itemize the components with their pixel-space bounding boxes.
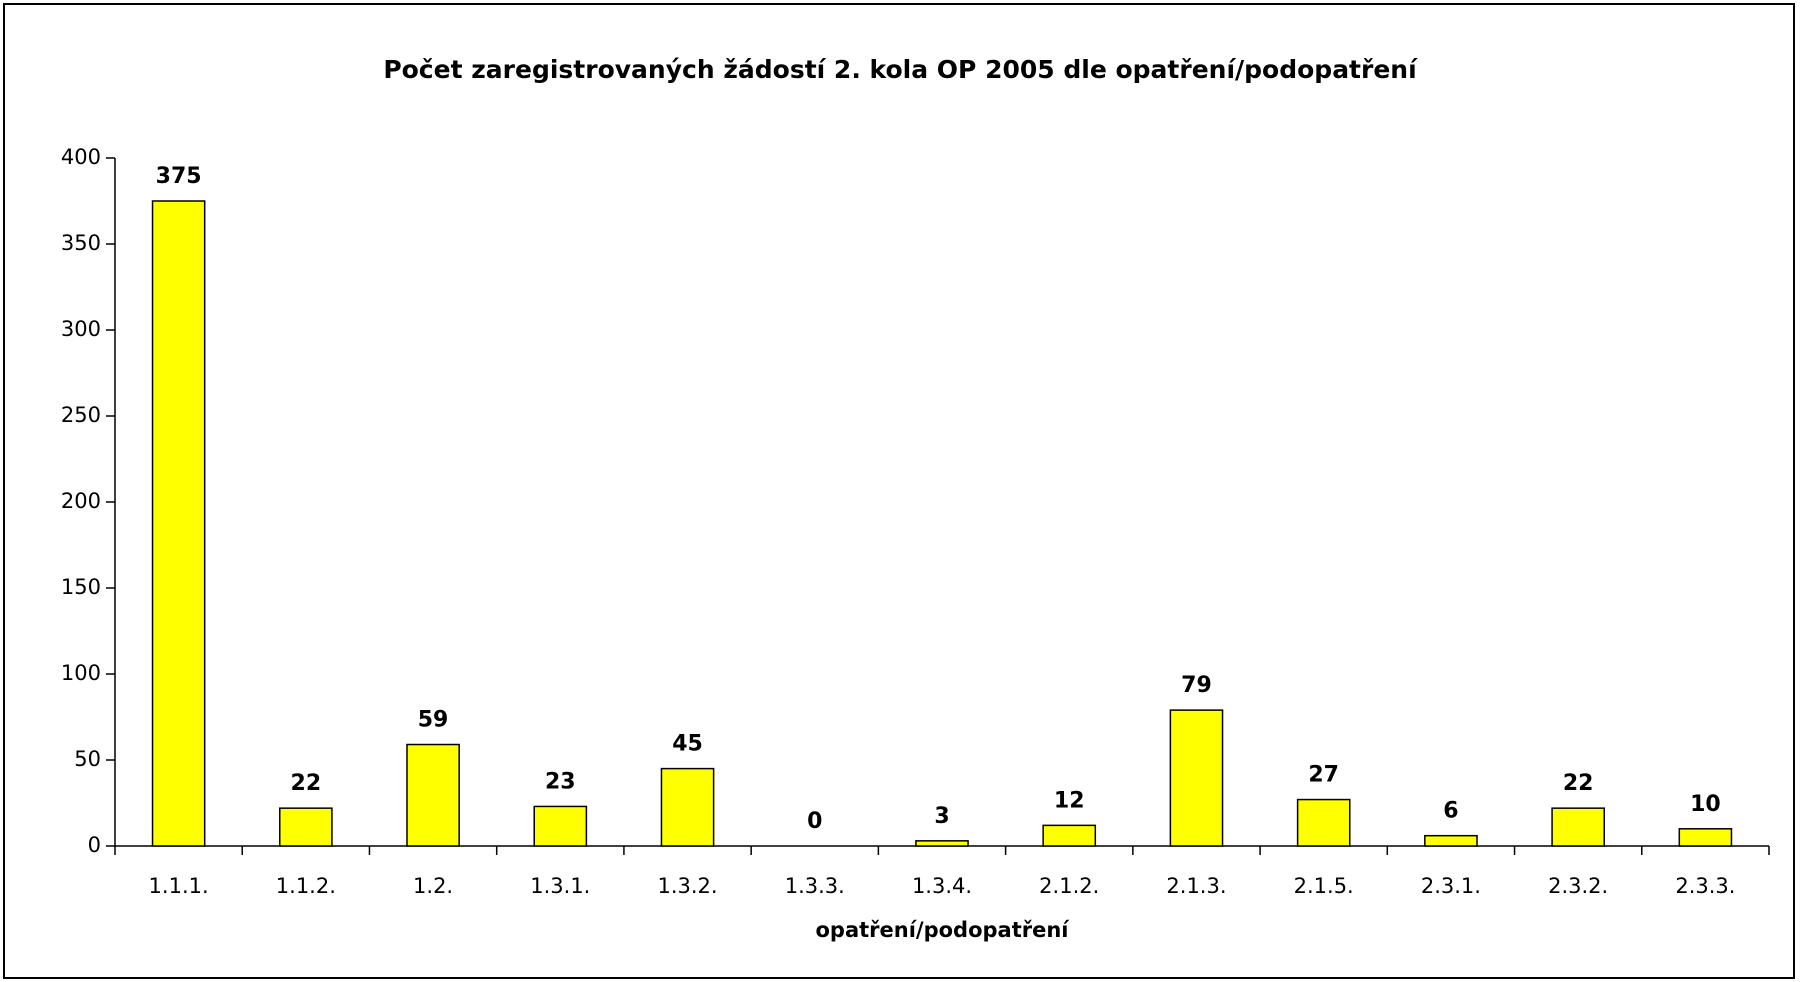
value-label: 27 (1308, 763, 1339, 788)
value-label: 0 (807, 809, 822, 834)
value-label: 22 (1563, 771, 1594, 796)
x-tick-label: 2.3.1. (1421, 874, 1481, 898)
bar (406, 743, 460, 847)
bar (1296, 798, 1351, 847)
bar (1424, 834, 1478, 847)
x-axis-label: opatření/podopatření (816, 918, 1071, 942)
x-tick-label: 2.1.2. (1039, 874, 1099, 898)
y-tick-label: 100 (61, 661, 101, 685)
chart-title: Počet zaregistrovaných žádostí 2. kola O… (383, 55, 1418, 84)
x-tick-label: 1.3.2. (657, 874, 717, 898)
bar (151, 200, 206, 847)
y-tick-label: 400 (61, 145, 101, 169)
bar (1042, 824, 1097, 847)
value-label: 12 (1054, 788, 1085, 813)
y-tick-label: 150 (61, 575, 101, 599)
x-tick-label: 1.3.1. (530, 874, 590, 898)
value-label: 59 (418, 708, 449, 733)
bar (1678, 828, 1733, 847)
bar (1169, 709, 1224, 847)
bar (660, 767, 715, 847)
value-label: 6 (1443, 799, 1458, 824)
x-tick-label: 1.1.2. (276, 874, 336, 898)
y-tick-label: 350 (61, 231, 101, 255)
value-label: 10 (1690, 792, 1721, 817)
x-tick-label: 1.1.1. (149, 874, 209, 898)
bar (1551, 807, 1605, 847)
y-tick-label: 250 (61, 403, 101, 427)
y-tick-label: 200 (61, 489, 101, 513)
bar (533, 805, 588, 847)
value-label: 79 (1181, 673, 1212, 698)
value-label: 23 (545, 769, 576, 794)
x-tick-label: 2.3.2. (1548, 874, 1608, 898)
y-tick-label: 50 (74, 747, 101, 771)
y-tick-label: 0 (88, 833, 101, 857)
value-label: 3 (934, 804, 949, 829)
y-tick-label: 300 (61, 317, 101, 341)
x-tick-label: 1.2. (413, 874, 453, 898)
x-tick-label: 2.1.3. (1166, 874, 1226, 898)
x-tick-label: 1.3.4. (912, 874, 972, 898)
bar (279, 807, 333, 847)
value-label: 22 (291, 771, 322, 796)
value-label: 375 (156, 164, 202, 189)
x-tick-label: 1.3.3. (785, 874, 845, 898)
bar (915, 840, 969, 847)
chart-frame (3, 3, 1795, 979)
x-tick-label: 2.1.5. (1294, 874, 1354, 898)
x-tick-label: 2.3.3. (1675, 874, 1735, 898)
value-label: 45 (672, 732, 703, 757)
